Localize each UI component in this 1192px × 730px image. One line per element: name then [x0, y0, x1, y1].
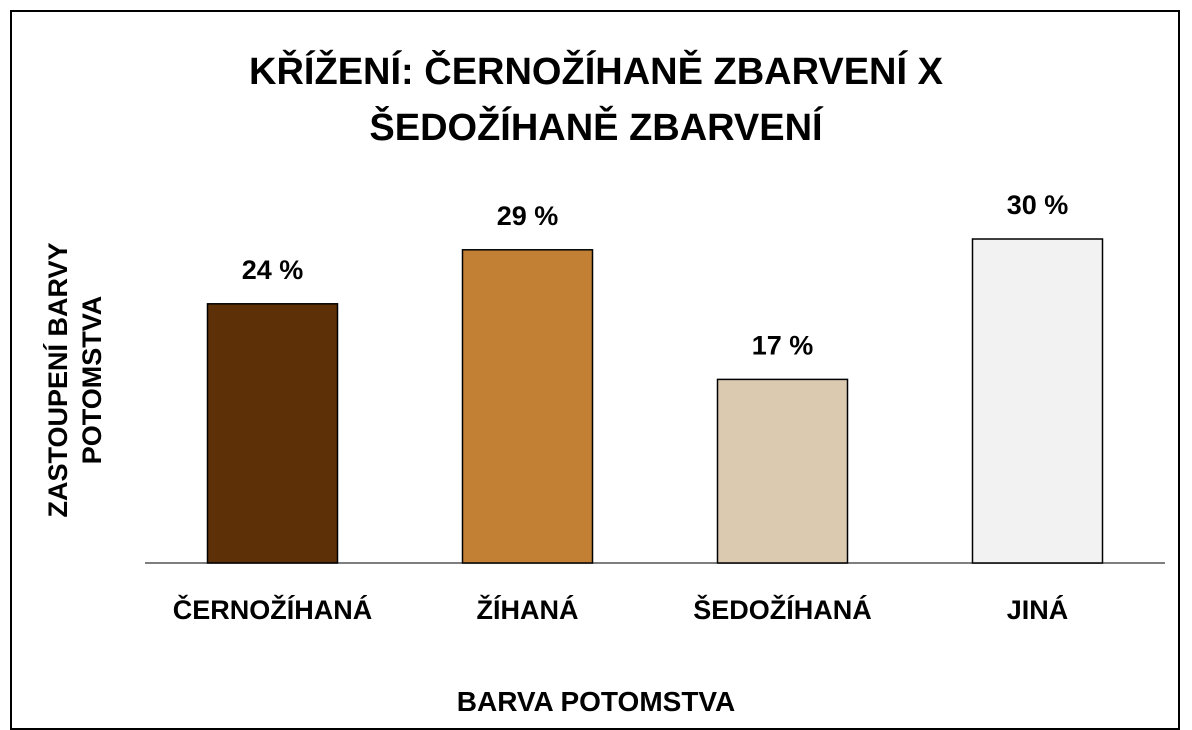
- value-label: 24 %: [242, 255, 304, 285]
- bar: [206, 303, 339, 564]
- bar: [971, 238, 1104, 564]
- bar: [716, 378, 849, 564]
- chart-title: KŘÍŽENÍ: ČERNOŽÍHANĚ ZBARVENÍ X ŠEDOŽÍHA…: [249, 51, 943, 149]
- x-tick-label: JINÁ: [1007, 594, 1069, 625]
- x-axis-label: BARVA POTOMSTVA: [456, 686, 736, 717]
- x-tick-label: ČERNOŽÍHANÁ: [173, 594, 373, 625]
- value-label: 30 %: [1007, 190, 1069, 220]
- value-label: 29 %: [497, 201, 559, 231]
- x-tick-label: ŽÍHANÁ: [477, 594, 579, 625]
- bar: [461, 249, 594, 564]
- value-label: 17 %: [752, 331, 814, 361]
- x-tick-label: ŠEDOŽÍHANÁ: [693, 594, 872, 625]
